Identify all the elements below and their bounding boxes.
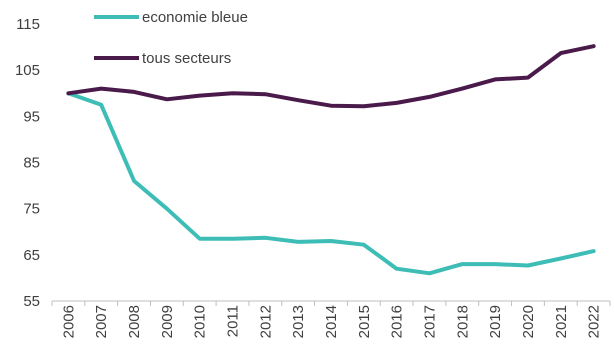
- chart-series: [66, 44, 596, 276]
- x-tick-label: 2020: [520, 305, 537, 338]
- y-tick-label: 85: [23, 155, 40, 172]
- x-tick-label: 2014: [323, 305, 340, 338]
- x-tick-label: 2019: [487, 305, 504, 338]
- x-tick-label: 2017: [421, 305, 438, 338]
- y-tick-label: 105: [15, 62, 40, 79]
- x-tick-label: 2018: [454, 305, 471, 338]
- chart-axes: 55 65 75 85 95 105 115 2006 2007 2008 2009 2010 2011…: [15, 16, 611, 338]
- y-tick-label: 55: [23, 293, 40, 310]
- x-tick-label: 2007: [93, 305, 110, 338]
- series-line-0: [66, 91, 596, 276]
- legend-label-0: economie bleue: [142, 9, 248, 26]
- x-tick-label: 2012: [257, 305, 274, 338]
- x-tick-label: 2013: [290, 305, 307, 338]
- x-tick-label: 2006: [60, 305, 77, 338]
- y-tick-label: 115: [16, 16, 40, 33]
- x-tick-label: 2011: [225, 305, 242, 337]
- x-tick-label: 2008: [126, 305, 143, 338]
- series-line-1: [66, 44, 596, 109]
- x-tick-label: 2009: [159, 305, 176, 338]
- y-tick-label: 95: [23, 108, 40, 125]
- x-tick-label: 2016: [389, 305, 406, 338]
- x-tick-label: 2021: [553, 305, 570, 338]
- x-tick-label: 2010: [192, 305, 209, 338]
- x-tick-label: 2015: [356, 305, 373, 338]
- y-tick-label: 65: [23, 247, 40, 264]
- chart-legend: economie bleue tous secteurs: [94, 9, 248, 67]
- y-tick-label: 75: [23, 201, 40, 218]
- x-tick-label: 2022: [586, 305, 603, 338]
- legend-label-1: tous secteurs: [142, 50, 231, 67]
